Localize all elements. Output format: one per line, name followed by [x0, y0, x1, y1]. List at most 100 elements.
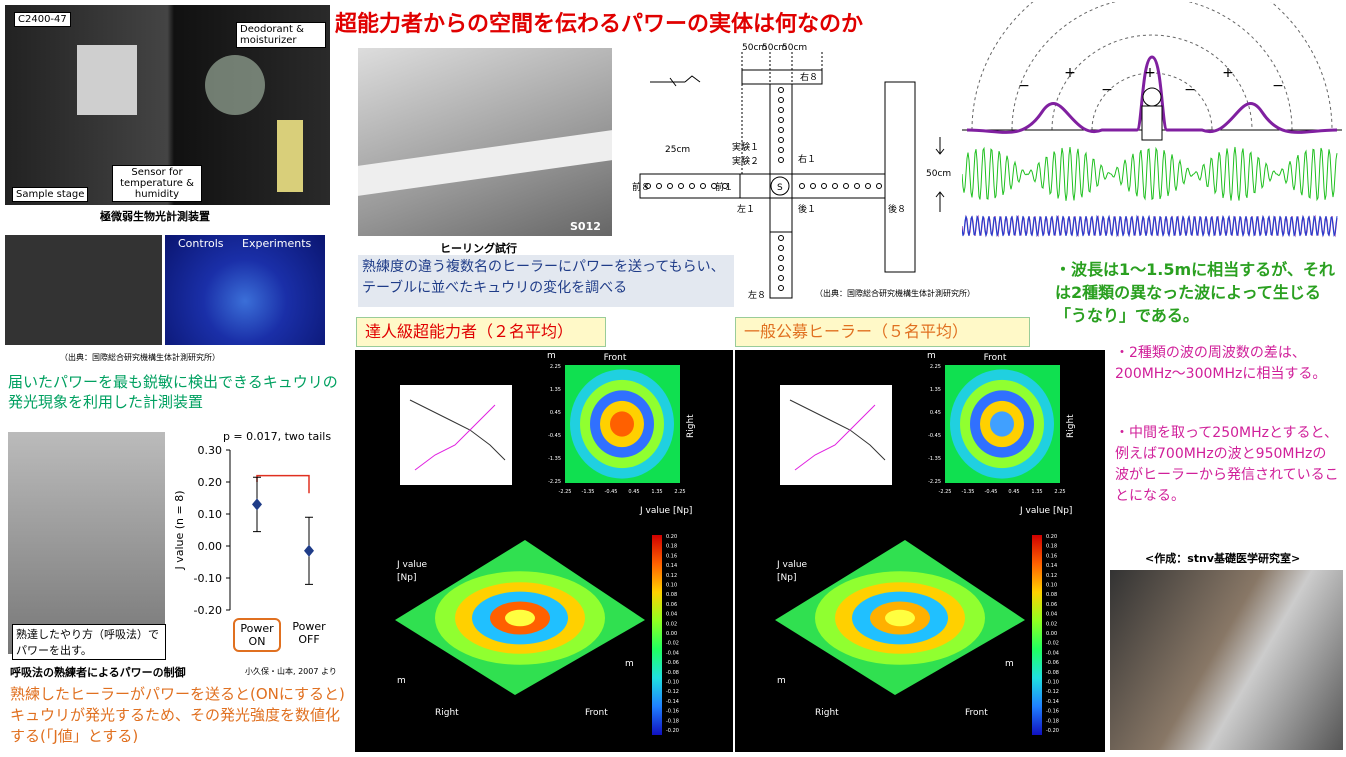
- person-body: [1141, 105, 1163, 141]
- colorbar-tick: -0.08: [1046, 670, 1059, 676]
- photo-label: Sensor for temperature & humidity: [112, 165, 202, 202]
- colorbar-tick: 0.18: [1046, 544, 1057, 550]
- y-axis-label: J value (n = 8): [173, 490, 186, 570]
- colorbar: [1032, 535, 1042, 735]
- colorbar-title: J value [Np]: [639, 506, 692, 516]
- colorbar-tick: 0.16: [1046, 553, 1057, 559]
- data-point: [252, 498, 262, 511]
- heatmap-tick: 2.25: [674, 489, 685, 495]
- data-point: [304, 544, 314, 557]
- colorbar-tick: -0.16: [666, 709, 679, 715]
- diagram-label: 右１: [798, 153, 816, 165]
- cucumber-marker: [810, 183, 816, 189]
- wave-sign: −: [1184, 82, 1196, 98]
- cucumber-marker: [778, 245, 784, 251]
- cucumber-marker: [778, 87, 784, 93]
- diagram-label: 左１: [737, 203, 755, 215]
- panel-heading: 達人級超能力者（２名平均）: [356, 317, 606, 347]
- trajectory: [789, 399, 886, 461]
- axis-unit: m: [397, 676, 406, 686]
- colorbar-tick: -0.18: [1046, 718, 1059, 724]
- colorbar-tick: -0.02: [666, 641, 679, 647]
- diagram-label: 実験２: [732, 155, 759, 167]
- axis-unit: m: [927, 351, 936, 361]
- colorbar-tick: 0.02: [1046, 621, 1057, 627]
- cucumber-marker: [711, 183, 717, 189]
- field-arc: [1091, 72, 1213, 131]
- wave-note: ・波長は1〜1.5mに相当するが、それは2種類の異なった波によって生じる「うなり…: [1055, 260, 1335, 325]
- axis-title: Front: [604, 353, 627, 363]
- chart-title: p = 0.017, two tails: [223, 430, 331, 443]
- axis-title: Front: [585, 708, 608, 718]
- diagram-label: 実験１: [732, 141, 759, 153]
- colorbar: [652, 535, 662, 735]
- heatmap-ring: [610, 411, 634, 437]
- colorbar-tick: 0.04: [1046, 612, 1057, 618]
- colorbar-title: J value [Np]: [1019, 506, 1072, 516]
- colorbar-tick: 0.10: [1046, 583, 1057, 589]
- heatmap-tick: -0.45: [928, 433, 941, 439]
- diagram-label: 右８: [800, 71, 818, 83]
- cucumber-marker: [865, 183, 871, 189]
- heatmap-tick: 0.45: [930, 410, 941, 416]
- photo-caption: 熟達したやり方（呼吸法）でパワーを出す。: [12, 624, 166, 660]
- cucumber-marker: [778, 107, 784, 113]
- wave-sign: +: [1144, 65, 1156, 81]
- heatmap-tick: 0.45: [628, 489, 639, 495]
- diagram-label: 後１: [798, 203, 816, 215]
- heatmap-tick: -2.25: [548, 479, 561, 485]
- trajectory-inset: [400, 385, 512, 485]
- wave-sign: +: [1222, 65, 1234, 81]
- z-axis-unit: [Np]: [777, 573, 796, 583]
- surface-ring: [885, 609, 915, 627]
- wave-sign: +: [1064, 65, 1076, 81]
- heatmap-tick: -2.25: [928, 479, 941, 485]
- cucumber-marker: [778, 275, 784, 281]
- reference: 小久保・山本, 2007 より: [245, 667, 337, 676]
- colorbar-tick: -0.10: [666, 680, 679, 686]
- frequency-note: ・中間を取って250MHzとすると、例えば700MHzの波と950MHzの波がヒ…: [1115, 425, 1339, 504]
- axis-unit: m: [777, 676, 786, 686]
- trajectory: [794, 404, 876, 471]
- heatmap-tick: 1.35: [651, 489, 662, 495]
- colorbar-tick: -0.08: [666, 670, 679, 676]
- colorbar-tick: 0.14: [1046, 563, 1057, 569]
- surface-ring: [505, 609, 535, 627]
- photo-detail: [205, 55, 265, 115]
- photo-label: C2400-47: [14, 12, 71, 27]
- colorbar-tick: 0.02: [666, 621, 677, 627]
- axis-title: Front: [965, 708, 988, 718]
- result-panel: Front Right m -2.25 -2.25 -1.35 -1.35 -0.45 -0.4…: [355, 350, 733, 752]
- photo-code: S012: [570, 220, 601, 233]
- diagram-label: 左８: [748, 289, 766, 301]
- heatmap-tick: -0.45: [605, 489, 618, 495]
- cucumber-marker: [799, 183, 805, 189]
- colorbar-tick: 0.06: [1046, 602, 1057, 608]
- colorbar-tick: 0.08: [1046, 592, 1057, 598]
- cucumber-marker: [778, 137, 784, 143]
- colorbar-tick: 0.14: [666, 563, 677, 569]
- axis-title: Right: [686, 414, 696, 438]
- cucumber-marker: [778, 127, 784, 133]
- colorbar-tick: 0.12: [666, 573, 677, 579]
- diagram-label: 後８: [888, 203, 906, 215]
- cucumber-marker: [821, 183, 827, 189]
- y-tick-label: 0.20: [198, 476, 223, 489]
- axis-title: Right: [1066, 414, 1076, 438]
- heatmap-tick: -1.35: [928, 456, 941, 462]
- photo-detail: [358, 130, 612, 196]
- heatmap-tick: 2.25: [550, 364, 561, 370]
- heatmap-tick: 1.35: [1031, 489, 1042, 495]
- source-note: （出典：国際総合研究機構生体計測研究所）: [60, 353, 220, 362]
- colorbar-tick: 0.04: [666, 612, 677, 618]
- colorbar-tick: -0.14: [1046, 699, 1059, 705]
- diagram-label: 前１: [715, 181, 733, 193]
- field-arc: [971, 2, 1333, 131]
- heatmap-tick: -0.45: [985, 489, 998, 495]
- cucumber-marker: [778, 157, 784, 163]
- photo-detail: [77, 45, 137, 115]
- colorbar-tick: 0.12: [1046, 573, 1057, 579]
- cucumber-marker: [778, 265, 784, 271]
- axis-title: Right: [435, 708, 459, 718]
